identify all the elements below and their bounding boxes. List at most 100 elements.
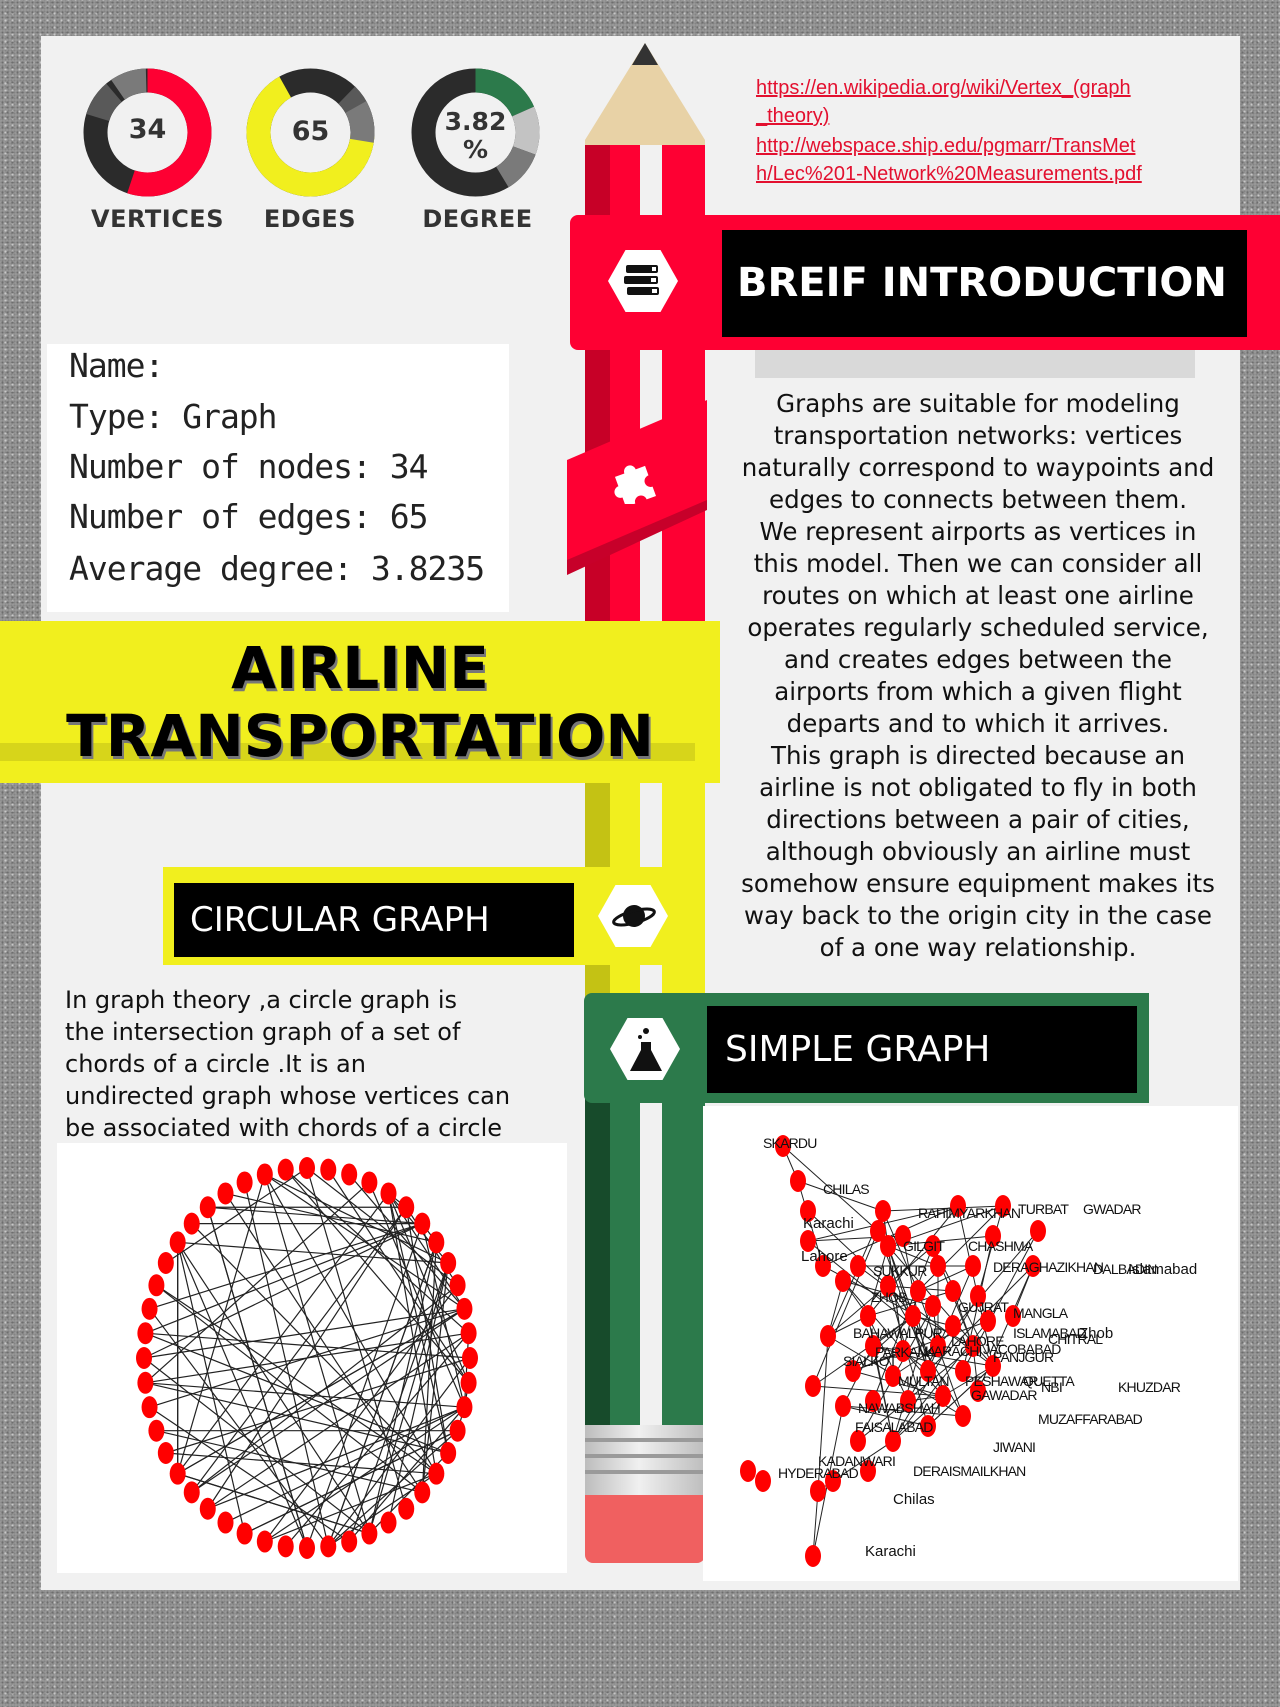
graph-edge	[149, 1308, 329, 1547]
graph-node	[980, 1310, 996, 1332]
graph-edge	[917, 1265, 974, 1292]
graph-edge	[872, 1345, 994, 1367]
city-label: Karachi	[803, 1215, 854, 1232]
graph-edge	[368, 1242, 437, 1534]
city-label: LAHORE	[951, 1333, 1004, 1349]
graph-edge	[264, 1406, 465, 1543]
graph-edge	[927, 1365, 994, 1427]
graph-node	[925, 1235, 941, 1257]
graph-edge	[177, 1174, 266, 1474]
graph-edge	[387, 1193, 437, 1474]
city-label: RAHIMYARKHAN	[918, 1205, 1020, 1221]
graph-edge	[306, 1167, 458, 1286]
graph-edge	[867, 1315, 909, 1402]
circular-banner: CIRCULAR GRAPH	[163, 867, 693, 965]
intro-line: This graph is directed because an	[771, 741, 1185, 770]
graph-edge	[225, 1406, 465, 1524]
graph-node	[277, 1535, 294, 1558]
intro-line: airports from which a given flight	[774, 677, 1182, 706]
city-label: QUETTA	[1023, 1373, 1075, 1389]
graph-node	[183, 1212, 200, 1235]
city-label: PARKANA	[875, 1344, 937, 1360]
graph-node	[199, 1497, 216, 1520]
vertices-value: 34	[128, 114, 167, 145]
graph-node	[970, 1285, 986, 1307]
graph-node	[860, 1305, 876, 1327]
title-banner: AIRLINE TRANSPORTATION	[0, 621, 720, 783]
graph-node	[965, 1335, 981, 1357]
graph-node	[320, 1158, 337, 1181]
city-label: DERAISMAILKHAN	[913, 1463, 1026, 1479]
vertices-donut	[83, 68, 212, 197]
graph-node	[865, 1335, 881, 1357]
graph-node	[361, 1522, 378, 1545]
graph-node	[157, 1442, 174, 1464]
graph-node	[930, 1255, 946, 1277]
city-label: CHILAS	[823, 1181, 869, 1197]
graph-edge	[348, 1406, 465, 1542]
graph-node	[860, 1460, 876, 1482]
intro-line: departs and to which it arrives.	[786, 709, 1170, 738]
stats-row: 34 65 3.82 % VERTICES EDGES DEGREE	[0, 0, 560, 240]
graph-node	[462, 1347, 478, 1369]
graph-edge	[817, 1335, 829, 1492]
graph-node	[955, 1360, 971, 1382]
intro-line: We represent airports as vertices in	[759, 517, 1197, 546]
circular-graph-plot	[57, 1143, 567, 1573]
intro-line: although obviously an airline must	[765, 837, 1191, 866]
ship-edu-link[interactable]: http://webspace.ship.edu/pgmarr/TransMet	[756, 135, 1136, 157]
simple-graph-svg: SKARDU CHILAS Karachi Lahore RAHIMYARKHANTUR…	[740, 1135, 1197, 1567]
graph-node	[380, 1182, 397, 1205]
graph-node	[169, 1462, 186, 1485]
graph-edge	[264, 1173, 449, 1264]
wikipedia-link[interactable]: https://en.wikipedia.org/wiki/Vertex_(gr…	[756, 77, 1131, 99]
graph-node	[740, 1460, 756, 1482]
info-degree: Average degree: 3.8235	[69, 549, 485, 588]
graph-edge	[782, 1145, 879, 1232]
intro-paragraph: Graphs are suitable for modeling transpor…	[730, 388, 1226, 964]
graph-node	[755, 1470, 771, 1492]
city-label: MANGLA	[1013, 1305, 1069, 1321]
graph-edge	[882, 1205, 1004, 1212]
graph-node	[800, 1200, 816, 1222]
intro-line: naturally correspond to waypoints and	[741, 453, 1215, 482]
graph-node	[810, 1480, 826, 1502]
intro-line: airline is not obligated to fly in both	[759, 773, 1197, 802]
graph-node	[905, 1305, 921, 1327]
pencil-tip	[585, 43, 705, 150]
graph-node	[880, 1275, 896, 1297]
graph-node	[775, 1135, 791, 1157]
info-nodes: Number of nodes: 34	[69, 447, 428, 486]
graph-node	[850, 1255, 866, 1277]
graph-edge	[812, 1385, 944, 1397]
graph-edge	[191, 1206, 407, 1493]
city-label: GUJRAT	[958, 1299, 1009, 1315]
ship-edu-link-cont[interactable]: h/Lec%201-Network%20Measurements.pdf	[756, 163, 1142, 185]
city-label: Islamabad	[1128, 1261, 1197, 1278]
graph-node	[865, 1390, 881, 1412]
graph-edge	[207, 1206, 407, 1510]
graph-node	[910, 1280, 926, 1302]
graph-node	[236, 1522, 253, 1545]
graph-node	[845, 1360, 861, 1382]
graph-node	[850, 1430, 866, 1452]
graph-edge	[177, 1241, 449, 1264]
city-label: DALBADIN	[1093, 1261, 1157, 1277]
graph-edge	[852, 1320, 989, 1372]
city-label: SUKKUR	[873, 1263, 927, 1279]
intro-line: transportation networks: vertices	[773, 421, 1183, 450]
graph-edge	[887, 1245, 904, 1352]
graph-node	[800, 1230, 816, 1252]
city-label: MUZAFFARABAD	[1038, 1411, 1143, 1427]
city-label: BAHAWALPUR	[853, 1325, 943, 1341]
graph-edge	[387, 1193, 449, 1454]
graph-edge	[857, 1345, 974, 1442]
wikipedia-link-cont[interactable]: _theory)	[756, 105, 830, 127]
graph-edge	[812, 1230, 879, 1387]
graph-edge	[264, 1174, 370, 1534]
graph-node	[1030, 1220, 1046, 1242]
graph-edge	[812, 1315, 914, 1387]
graph-node	[380, 1511, 397, 1534]
circular-edges	[143, 1167, 471, 1549]
graph-node	[805, 1375, 821, 1397]
